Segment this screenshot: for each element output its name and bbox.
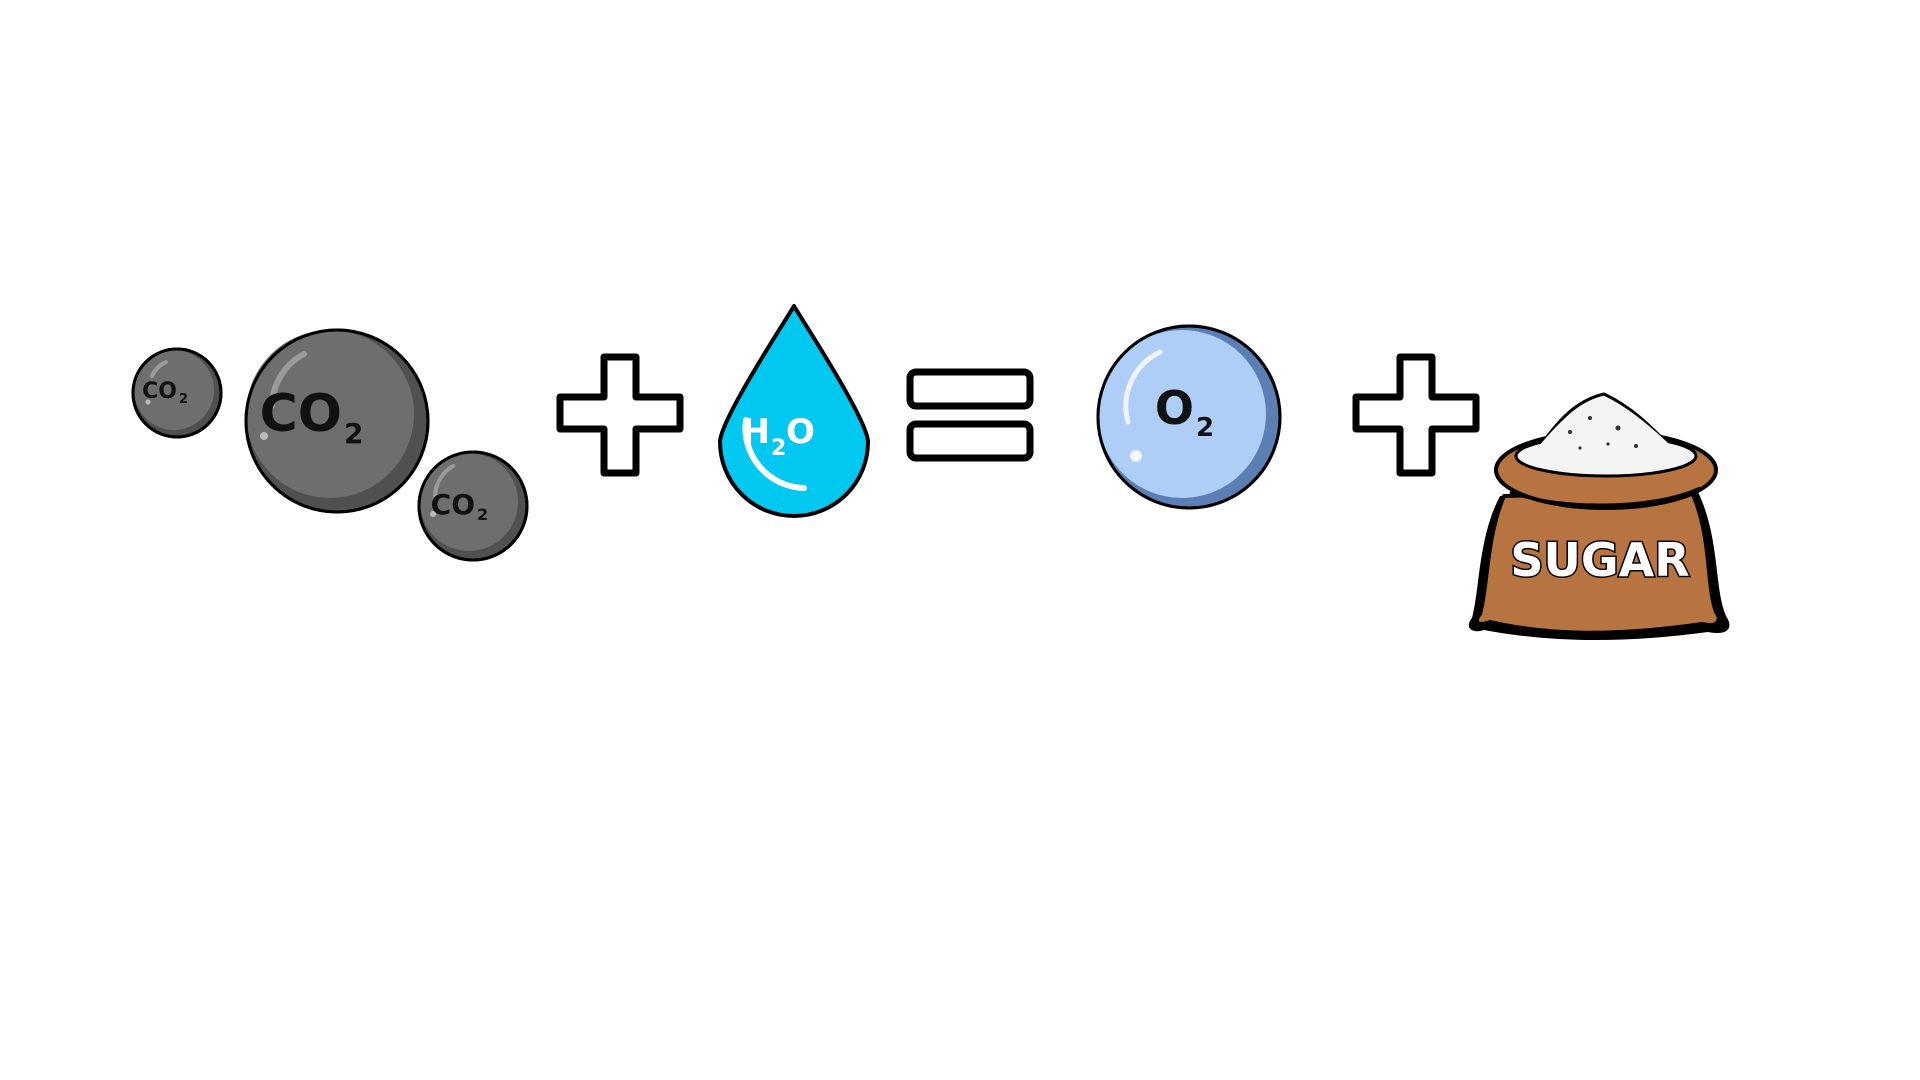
co2-small-subscript: 2 — [179, 392, 188, 407]
plus-sign-icon — [556, 353, 684, 477]
o2-formula: O — [1155, 381, 1194, 435]
co2-small-formula: CO — [142, 379, 177, 404]
sugar-sack-icon: SUGAR — [1468, 392, 1730, 641]
equals-sign-icon — [906, 368, 1034, 462]
o2-subscript: 2 — [1196, 413, 1214, 443]
co2-medium-subscript: 2 — [477, 505, 488, 524]
co2-large-subscript: 2 — [344, 417, 363, 450]
o2-molecule: O 2 — [1096, 324, 1282, 510]
h2o-subscript: 2 — [771, 436, 786, 461]
co2-molecule-medium: CO 2 — [417, 450, 529, 562]
co2-molecule-small: CO 2 — [131, 347, 223, 439]
co2-medium-formula: CO — [431, 488, 475, 521]
h2o-oxygen: O — [786, 412, 815, 452]
co2-large-formula: CO — [260, 384, 342, 444]
h2o-hydrogen: H — [742, 412, 770, 452]
plus-sign-icon — [1352, 353, 1480, 477]
svg-text:CO: CO — [142, 379, 177, 404]
sugar-label: SUGAR — [1510, 533, 1689, 587]
co2-molecule-large: CO 2 — [244, 328, 430, 514]
water-drop-icon: H 2 O — [718, 304, 870, 518]
